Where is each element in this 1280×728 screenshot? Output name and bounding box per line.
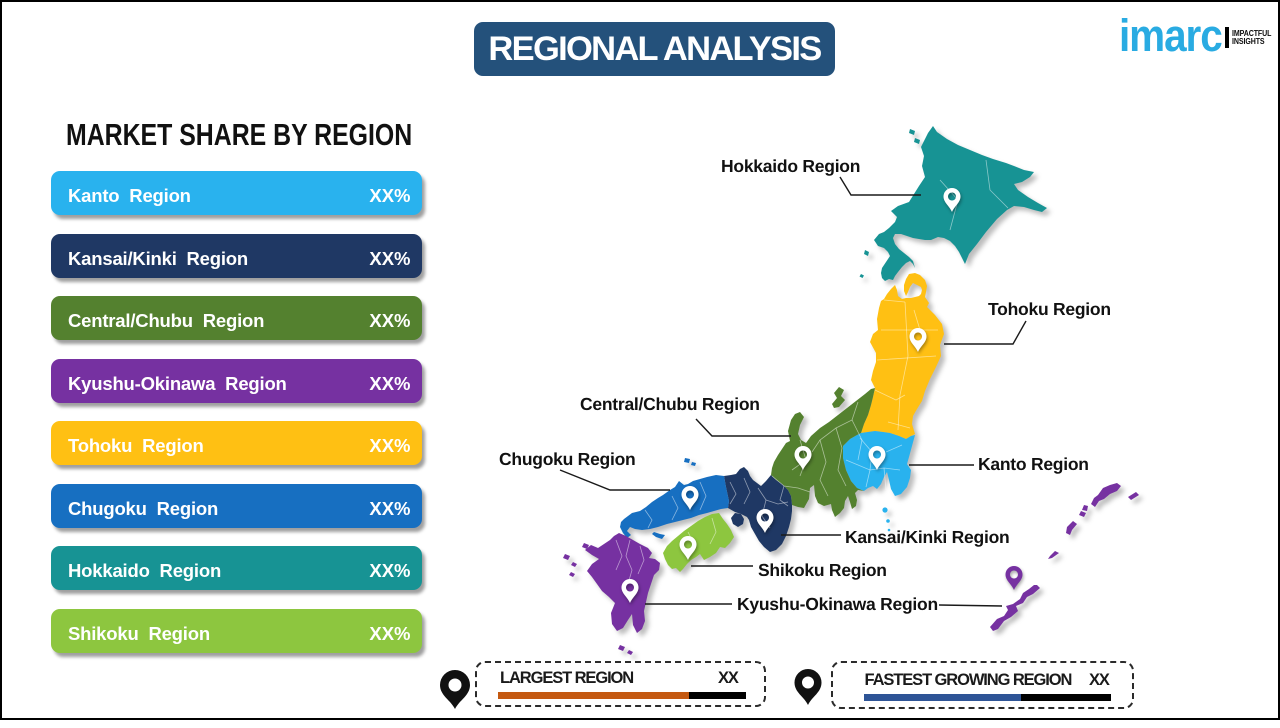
svg-text:Hokkaido Region: Hokkaido Region (721, 156, 860, 176)
svg-text:Shikoku Region: Shikoku Region (758, 560, 887, 580)
svg-text:Chugoku Region: Chugoku Region (499, 449, 635, 469)
svg-text:Central/Chubu Region: Central/Chubu Region (580, 394, 760, 414)
svg-text:Tohoku Region: Tohoku Region (988, 299, 1111, 319)
svg-text:Kansai/Kinki Region: Kansai/Kinki Region (845, 527, 1009, 547)
svg-text:Kanto Region: Kanto Region (978, 454, 1089, 474)
svg-text:Kyushu-Okinawa Region: Kyushu-Okinawa Region (737, 594, 938, 614)
